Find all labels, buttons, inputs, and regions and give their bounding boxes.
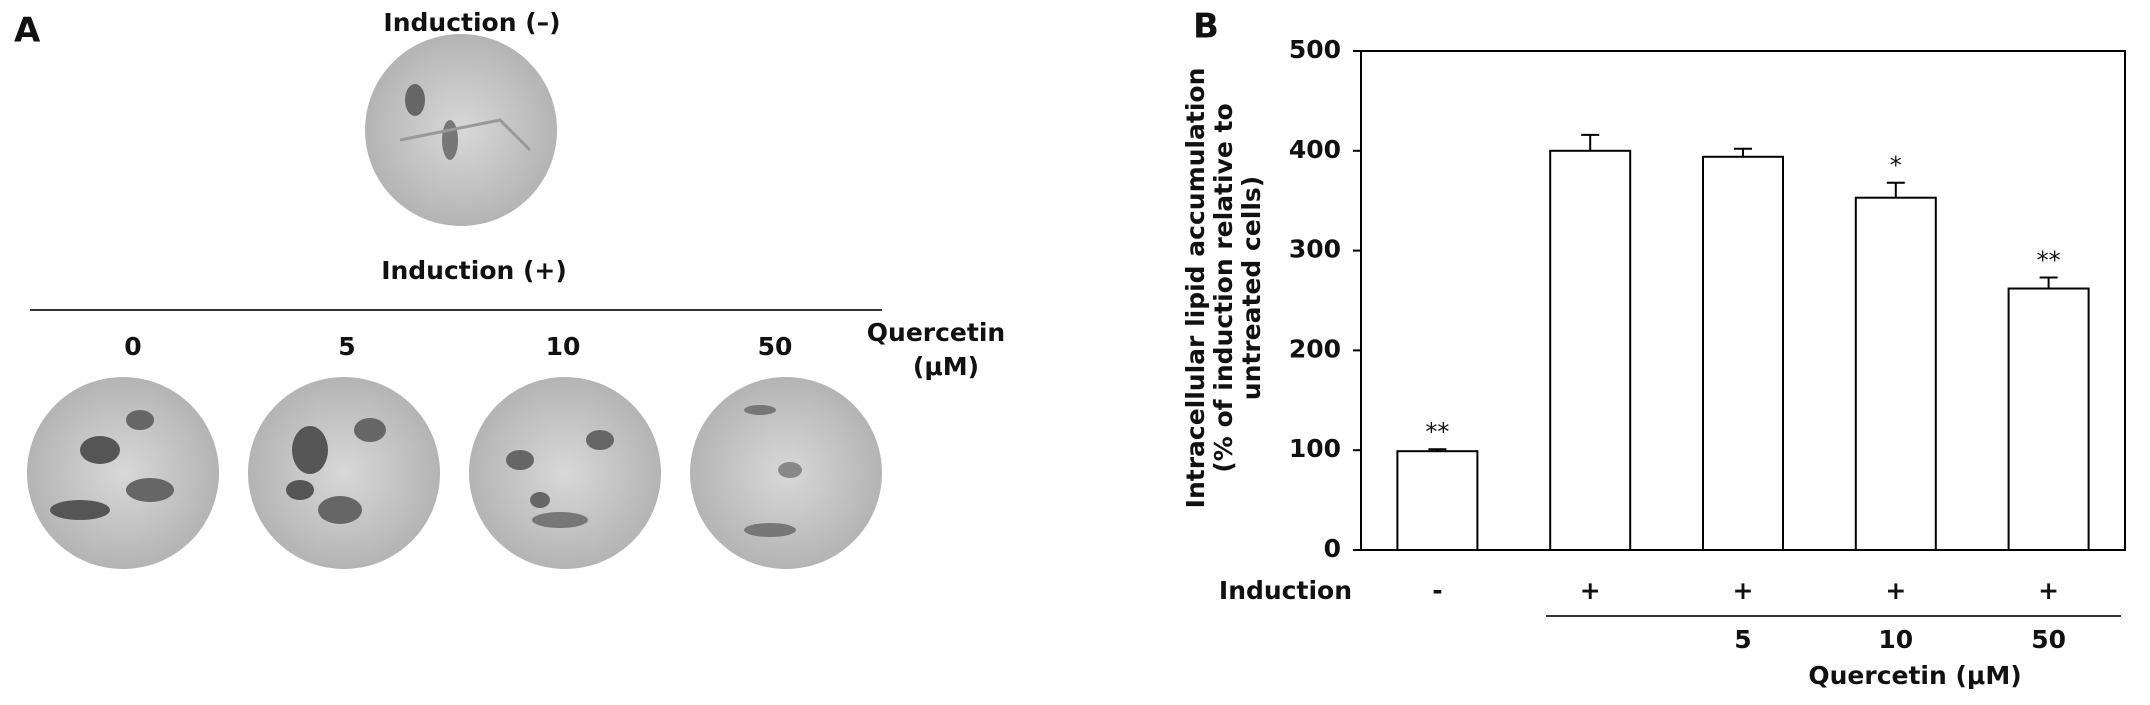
quercetin-label: (μM) bbox=[913, 352, 979, 381]
y-tick-label: 300 bbox=[1289, 235, 1341, 264]
bar bbox=[1396, 450, 1479, 551]
row-label: Induction bbox=[1219, 576, 1352, 605]
y-axis-title: Intracellular lipid accumulation bbox=[1181, 68, 1210, 509]
quercetin-dose: 50 bbox=[2031, 625, 2066, 654]
x-tick-label: + bbox=[1885, 576, 1906, 605]
y-tick-label: 400 bbox=[1289, 135, 1341, 164]
micrograph bbox=[27, 377, 219, 569]
bottom-label: Induction (+) bbox=[381, 256, 567, 285]
y-axis-title: (% of induction relative to bbox=[1209, 103, 1238, 472]
x-tick-label: + bbox=[2038, 576, 2059, 605]
y-tick-label: 200 bbox=[1289, 334, 1341, 363]
micrograph bbox=[248, 377, 440, 569]
x-axis-title: Quercetin (μM) bbox=[1808, 661, 2021, 690]
bar bbox=[1854, 196, 1937, 551]
x-tick-label: - bbox=[1432, 576, 1442, 605]
significance: * bbox=[1890, 152, 1902, 180]
bar bbox=[1549, 149, 1632, 552]
significance: ** bbox=[1425, 418, 1449, 446]
x-tick-label: + bbox=[1733, 576, 1754, 605]
bar bbox=[2007, 287, 2090, 551]
micrograph bbox=[690, 377, 882, 569]
panel-label: B bbox=[1193, 7, 1219, 47]
concentration: 50 bbox=[758, 332, 793, 361]
micrograph bbox=[365, 34, 557, 226]
quercetin-label: Quercetin bbox=[867, 318, 1005, 347]
quercetin-dose: 5 bbox=[1734, 625, 1751, 654]
quercetin-dose: 10 bbox=[1878, 625, 1913, 654]
y-tick-label: 500 bbox=[1289, 35, 1341, 64]
panel-label: A bbox=[14, 11, 41, 51]
x-tick-label: + bbox=[1580, 576, 1601, 605]
concentration: 0 bbox=[124, 332, 141, 361]
concentration: 5 bbox=[338, 332, 355, 361]
micrograph bbox=[469, 377, 661, 569]
significance: ** bbox=[2037, 247, 2061, 275]
y-tick-label: 0 bbox=[1324, 534, 1341, 563]
y-axis-title: untreated cells) bbox=[1237, 176, 1266, 400]
y-tick-label: 100 bbox=[1289, 434, 1341, 463]
concentration: 10 bbox=[546, 332, 581, 361]
bar bbox=[1702, 155, 1784, 551]
top-label: Induction (–) bbox=[383, 8, 560, 37]
